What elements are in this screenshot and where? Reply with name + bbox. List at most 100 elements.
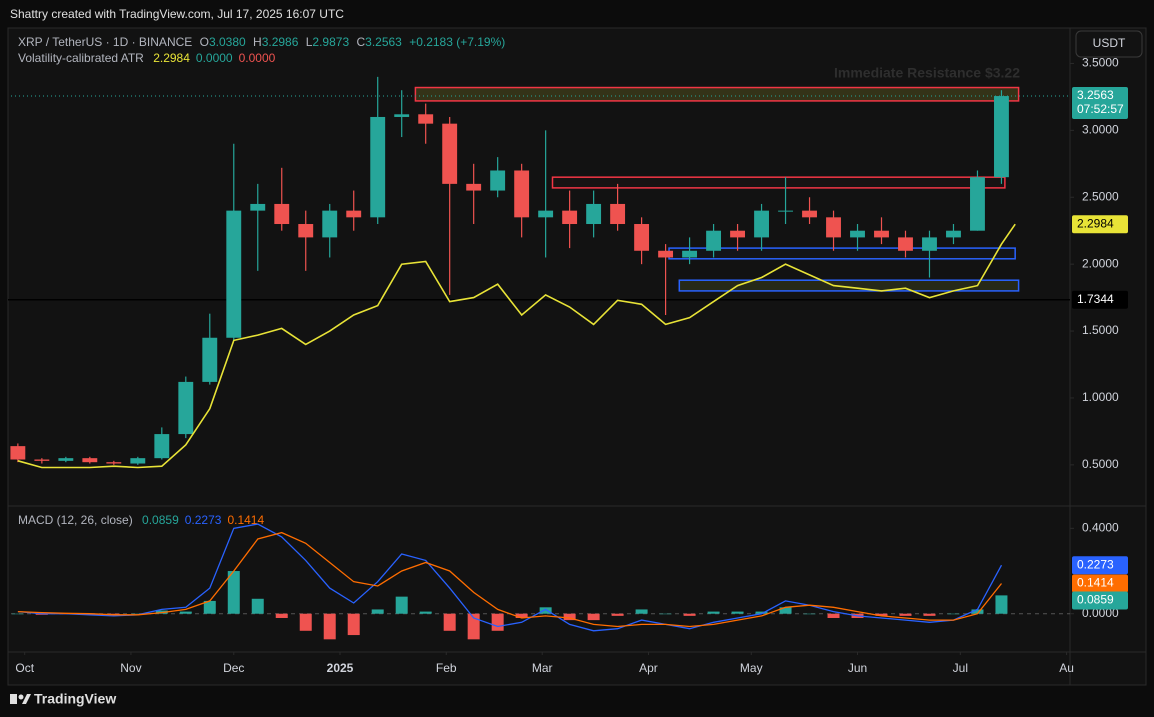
y-tick-label: 0.5000: [1082, 457, 1119, 471]
atr-extra-value: 0.0000: [196, 51, 233, 65]
symbol: XRP / TetherUS · 1D · BINANCE O3.0380 H3…: [18, 35, 505, 49]
symbol-name: XRP / TetherUS · 1D · BINANCE: [18, 35, 192, 49]
x-tick-label: Dec: [223, 661, 244, 675]
histogram-bar: [659, 613, 672, 615]
candle-body: [298, 224, 314, 238]
histogram-bar: [899, 613, 912, 616]
atr-value: 2.2984: [153, 51, 190, 65]
footer-logo: [10, 694, 31, 704]
histogram-bar: [779, 607, 792, 614]
histogram-bar: [923, 613, 936, 616]
x-tick-label: Mar: [532, 661, 553, 675]
histogram-bar: [179, 611, 192, 614]
y-tick-label: 1.5000: [1082, 323, 1119, 337]
x-tick-label: Oct: [15, 661, 34, 675]
candle-body: [706, 230, 722, 251]
histogram-bar: [515, 613, 528, 618]
candle-body: [682, 250, 698, 258]
histogram-bar: [251, 598, 264, 614]
y-tick-label: 2.0000: [1082, 256, 1119, 270]
histogram-bar: [323, 613, 336, 640]
histogram-bar: [131, 613, 144, 615]
macd-line: [17, 523, 1003, 632]
histogram-bar: [491, 613, 504, 631]
candle-body: [634, 224, 650, 251]
macd-value: 0.1414: [227, 513, 264, 527]
candle-body: [442, 123, 458, 184]
y-tick-label: 1.0000: [1082, 390, 1119, 404]
histogram-bar: [275, 613, 288, 618]
candle-body: [178, 381, 194, 435]
macd-value: 0.2273: [185, 513, 222, 527]
x-tick-label: Jun: [848, 661, 867, 675]
histogram-bar: [467, 613, 480, 640]
logo-shape: [18, 694, 24, 700]
candle-body: [490, 170, 506, 191]
ohlc-value: 3.0380: [209, 35, 246, 49]
candle-body: [154, 434, 170, 459]
histogram-bar: [443, 613, 456, 631]
price-badge-bg: [1072, 87, 1128, 120]
atr-badge: 2.2984: [1077, 216, 1114, 230]
price-badge: 3.2563: [1077, 88, 1114, 102]
candle-body: [754, 210, 769, 238]
atr-name: Volatility-calibrated ATR: [18, 51, 144, 65]
hline-badge-bg: [1072, 290, 1128, 309]
macd-badge: 0.1414: [1077, 576, 1114, 590]
currency-button[interactable]: [1075, 30, 1143, 58]
change: +0.2183 (+7.19%): [409, 35, 505, 49]
candle-body: [370, 116, 386, 218]
candle-body: [970, 177, 985, 231]
legend: XRP / TetherUS · 1D · BINANCE O3.0380 H3…: [18, 35, 505, 527]
x-tick-label: Feb: [436, 661, 457, 675]
y-tick-label: 0.4000: [1082, 521, 1119, 535]
y-tick-label: 3.5000: [1082, 56, 1119, 70]
candle-body: [586, 203, 602, 225]
ohlc-value: 2.9873: [312, 35, 349, 49]
candle-body: [10, 446, 26, 460]
candle-body: [82, 458, 98, 463]
x-tick-label: Au: [1059, 661, 1074, 675]
candle-body: [34, 459, 50, 461]
candle-body: [994, 96, 1009, 178]
candle-body: [466, 183, 482, 191]
macd-line: [17, 531, 1003, 628]
currency-label[interactable]: USDT: [1093, 36, 1126, 50]
ohlc-key: C: [356, 35, 365, 49]
histogram-bar: [395, 596, 408, 614]
ohlc-key: O: [200, 35, 209, 49]
candle-body: [58, 458, 74, 461]
macd-value: 0.0859: [142, 513, 179, 527]
ohlc-value: 3.2563: [365, 35, 402, 49]
histogram-bar: [227, 571, 240, 614]
ohlc-key: H: [253, 35, 262, 49]
histogram-bar: [587, 613, 600, 621]
macd-badge: 0.2273: [1077, 557, 1114, 571]
ohlc-value: 3.2986: [262, 35, 299, 49]
x-tick-label: 2025: [327, 661, 354, 675]
zone: [551, 176, 1006, 189]
candle-body: [850, 230, 865, 238]
hline-badge: 1.7344: [1077, 292, 1114, 306]
histogram-bar: [947, 613, 960, 615]
histogram-bar: [203, 600, 216, 614]
candle-body: [802, 210, 817, 218]
histogram-bar: [563, 613, 576, 621]
candle-body: [658, 250, 674, 258]
candle-body: [778, 210, 793, 212]
atr-extra-value: 0.0000: [239, 51, 276, 65]
chart-panel: [7, 27, 1147, 686]
candle-body: [202, 337, 218, 382]
histogram-bar: [755, 611, 768, 614]
macd-legend: MACD (12, 26, close) 0.0859 0.2273 0.1414: [18, 513, 264, 527]
candle-body: [826, 217, 841, 238]
candle-body: [514, 170, 530, 218]
histogram-bar: [731, 611, 744, 614]
histogram-bar: [707, 611, 720, 614]
candle-body: [418, 114, 434, 124]
histogram-bar: [11, 613, 24, 615]
candle-body: [250, 203, 266, 211]
logo-shape: [10, 694, 17, 704]
